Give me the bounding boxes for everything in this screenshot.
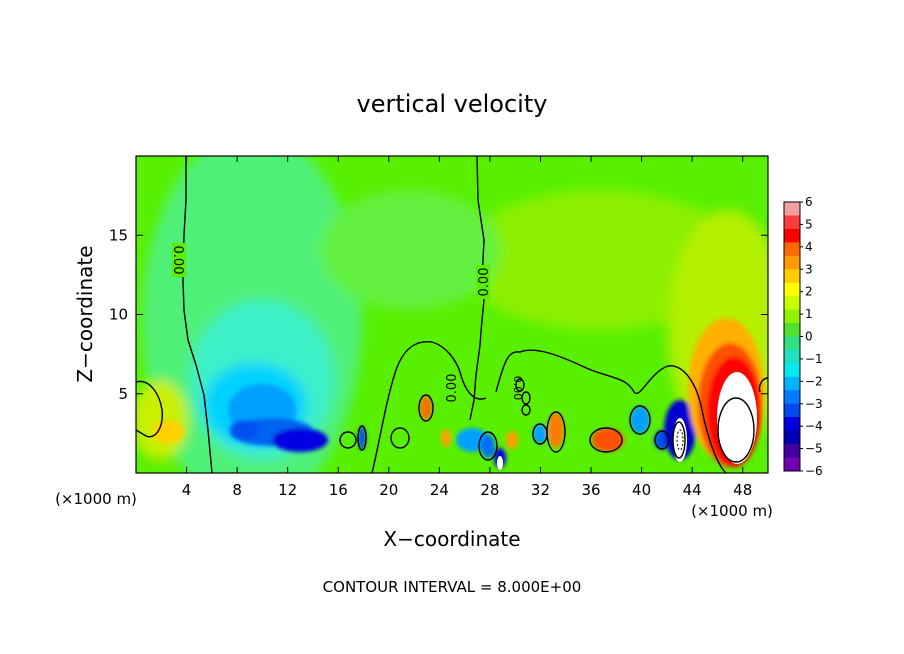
colorbar-segment — [784, 269, 800, 284]
colorbar-label: 3 — [805, 262, 813, 276]
contour-ring — [521, 404, 531, 416]
contour-line — [371, 341, 487, 473]
x-axis-ticks: 4 8 12 16 20 24 28 32 36 40 44 48 — [182, 156, 752, 499]
contour-ring — [418, 394, 434, 422]
zero-contours — [136, 156, 768, 473]
colorbar-label: −6 — [805, 464, 823, 478]
negative-contours — [676, 429, 684, 451]
colorbar-label: −5 — [805, 442, 823, 456]
contour-ring — [717, 397, 755, 463]
colorbar-label: 1 — [805, 307, 813, 321]
contour-ring — [532, 423, 548, 445]
x-tick-label: 28 — [480, 481, 499, 499]
x-tick-label: 4 — [182, 481, 192, 499]
y-tick-label: 5 — [118, 385, 128, 403]
colorbar-label: 0 — [805, 330, 813, 344]
contour-ring — [629, 405, 651, 435]
contour-line — [469, 156, 485, 421]
contour-line — [136, 380, 163, 438]
contour-ring — [478, 431, 498, 461]
contour-ring — [589, 427, 623, 453]
colorbar-label: 6 — [805, 195, 813, 209]
contour-interval-footer: CONTOUR INTERVAL = 8.000E+00 — [323, 578, 582, 596]
y-axis-label: Z−coordinate — [73, 245, 97, 382]
x-tick-label: 48 — [733, 481, 752, 499]
colorbar-segment — [784, 376, 800, 391]
colorbar-segment — [784, 403, 800, 418]
colorbar-label: −2 — [805, 374, 823, 388]
colorbar-segment — [784, 228, 800, 243]
contour-label: 0.00 — [170, 246, 185, 275]
x-tick-label: 16 — [329, 481, 348, 499]
x-tick-label: 40 — [632, 481, 651, 499]
y-axis-ticks: 5 10 15 — [109, 226, 768, 403]
contour-ring — [654, 430, 670, 450]
x-tick-label: 12 — [278, 481, 297, 499]
colorbar-segment — [784, 255, 800, 270]
x-tick-label: 36 — [581, 481, 600, 499]
x-tick-label: 20 — [379, 481, 398, 499]
colorbar-label: 4 — [805, 240, 813, 254]
x-tick-label: 8 — [232, 481, 242, 499]
plot-area: 0.00 0.00 0.00 0.00 — [135, 155, 769, 474]
contour-line — [182, 156, 213, 473]
colorbar-label: 5 — [805, 217, 813, 231]
colorbar-segment — [784, 417, 800, 432]
y-tick-label: 15 — [109, 226, 128, 244]
colorbar: 6 5 4 3 2 1 0 −1 −2 −3 −4 −5 −6 — [783, 195, 823, 478]
contour-ring — [676, 429, 684, 451]
colorbar-segment — [784, 349, 800, 364]
x-unit-left: (×1000 m) — [55, 490, 137, 508]
colorbar-segment — [784, 282, 800, 297]
colorbar-label: −4 — [805, 419, 823, 433]
y-tick-label: 10 — [109, 306, 128, 324]
contour-ring — [672, 421, 686, 459]
colorbar-segment — [784, 309, 800, 324]
contour-ring — [390, 427, 410, 449]
colorbar-segment — [784, 336, 800, 351]
contour-line — [495, 349, 727, 473]
x-tick-label: 44 — [683, 481, 702, 499]
colorbar-segment — [784, 215, 800, 230]
contour-ring — [515, 378, 525, 392]
chart-title: vertical velocity — [357, 90, 548, 118]
downdraft-core-small — [497, 456, 503, 470]
colorbar-segment — [784, 363, 800, 378]
x-axis-label: X−coordinate — [383, 527, 520, 551]
x-unit-right: (×1000 m) — [691, 502, 773, 520]
contour-ring — [357, 425, 367, 451]
contour-label: 0.00 — [445, 374, 460, 403]
contour-ring — [339, 431, 357, 449]
colorbar-segment — [784, 444, 800, 459]
colorbar-label: 2 — [805, 285, 813, 299]
contour-line — [758, 377, 768, 393]
contour-label: 0.00 — [511, 376, 524, 401]
colorbar-label: −1 — [805, 352, 823, 366]
colorbar-segment — [784, 202, 800, 216]
colorbar-segment — [784, 430, 800, 445]
contour-label: 0.00 — [477, 268, 492, 297]
colorbar-segment — [784, 390, 800, 405]
colorbar-segment — [784, 323, 800, 337]
contour-ring — [521, 391, 531, 405]
colorbar-segment — [784, 296, 800, 311]
colorbar-segment — [784, 457, 800, 472]
colorbar-label: −3 — [805, 397, 823, 411]
x-tick-label: 32 — [531, 481, 550, 499]
updraft-core — [717, 372, 757, 464]
contour-labels: 0.00 0.00 0.00 0.00 — [170, 243, 524, 405]
x-tick-label: 24 — [430, 481, 449, 499]
colorbar-segment — [784, 242, 800, 257]
